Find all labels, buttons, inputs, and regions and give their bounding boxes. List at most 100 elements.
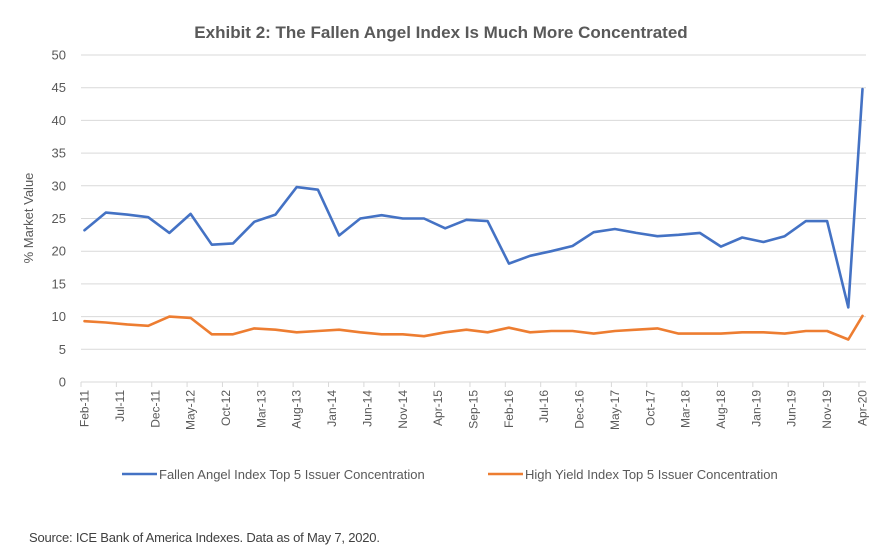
data-point	[380, 213, 384, 217]
data-point	[358, 330, 362, 334]
x-tick-label: Apr-15	[431, 390, 445, 426]
x-tick-label: Feb-16	[502, 390, 516, 428]
data-point	[549, 329, 553, 333]
series-lines	[83, 87, 864, 341]
y-tick-label: 20	[52, 244, 66, 259]
data-point	[528, 254, 532, 258]
data-point	[401, 332, 405, 336]
data-point	[486, 219, 490, 223]
x-tick-label: Jan-19	[749, 390, 763, 427]
y-tick-label: 45	[52, 80, 66, 95]
data-point	[337, 328, 341, 332]
x-tick-label: Nov-19	[820, 390, 834, 429]
data-point	[210, 332, 214, 336]
data-point	[146, 324, 150, 328]
x-tick-label: Dec-11	[148, 390, 162, 428]
data-point	[380, 332, 384, 336]
series-line	[83, 314, 864, 341]
data-point	[231, 332, 235, 336]
y-tick-label: 40	[52, 113, 66, 128]
data-point	[422, 217, 426, 221]
y-tick-label: 15	[52, 276, 66, 291]
data-point	[571, 329, 575, 333]
y-tick-label: 10	[52, 309, 66, 324]
legend-item: Fallen Angel Index Top 5 Issuer Concentr…	[122, 467, 425, 482]
data-point	[860, 314, 864, 318]
x-tick-label: Nov-14	[396, 390, 410, 429]
y-tick-label: 25	[52, 211, 66, 226]
series-line	[83, 87, 864, 309]
x-tick-label: Sep-15	[467, 390, 481, 429]
data-point	[146, 215, 150, 219]
data-point	[740, 235, 744, 239]
data-point	[825, 329, 829, 333]
data-point	[252, 326, 256, 330]
data-point	[189, 316, 193, 320]
data-point	[167, 231, 171, 235]
data-point	[783, 332, 787, 336]
data-point	[783, 234, 787, 238]
data-point	[464, 328, 468, 332]
x-tick-label: Feb-11	[78, 390, 92, 427]
data-point	[358, 217, 362, 221]
data-point	[592, 230, 596, 234]
data-point	[295, 330, 299, 334]
legend: Fallen Angel Index Top 5 Issuer Concentr…	[122, 467, 778, 482]
data-point	[337, 234, 341, 238]
data-point	[83, 228, 87, 232]
x-tick-label: Mar-18	[679, 390, 693, 428]
y-tick-label: 35	[52, 146, 66, 161]
data-point	[549, 249, 553, 253]
data-point	[719, 245, 723, 249]
series-fallen-angel	[83, 87, 864, 309]
data-point	[83, 319, 87, 323]
data-point	[507, 326, 511, 330]
data-point	[189, 212, 193, 216]
data-point	[316, 188, 320, 192]
x-axis-ticks: Feb-11 Jul-11 Dec-11 May-12 Oct-12 Mar-13 Aug-…	[78, 382, 869, 430]
y-tick-label: 5	[59, 342, 66, 357]
data-point	[698, 231, 702, 235]
x-tick-label: Dec-16	[573, 390, 587, 429]
data-point	[104, 211, 108, 215]
y-axis-label: % Market Value	[21, 173, 36, 264]
data-point	[422, 334, 426, 338]
x-tick-label: Apr-20	[855, 390, 869, 426]
data-point	[677, 332, 681, 336]
data-point	[698, 332, 702, 336]
x-tick-label: May-17	[608, 390, 622, 430]
data-point	[761, 240, 765, 244]
x-tick-label: Jan-14	[325, 390, 339, 427]
legend-label: Fallen Angel Index Top 5 Issuer Concentr…	[159, 467, 425, 482]
data-point	[613, 227, 617, 231]
x-tick-label: Jun-14	[360, 390, 374, 427]
data-point	[125, 213, 129, 217]
x-tick-label: Oct-12	[219, 390, 233, 426]
data-point	[443, 330, 447, 334]
data-point	[761, 330, 765, 334]
y-tick-label: 50	[52, 48, 66, 63]
x-tick-label: Jul-11	[113, 390, 127, 422]
data-point	[104, 320, 108, 324]
data-point	[443, 226, 447, 230]
data-point	[719, 332, 723, 336]
data-point	[528, 330, 532, 334]
data-point	[634, 328, 638, 332]
data-point	[401, 217, 405, 221]
data-point	[486, 330, 490, 334]
chart-title: Exhibit 2: The Fallen Angel Index Is Muc…	[194, 23, 687, 42]
data-point	[273, 328, 277, 332]
data-point	[740, 330, 744, 334]
data-point	[125, 322, 129, 326]
x-tick-label: Jun-19	[785, 390, 799, 427]
data-point	[634, 231, 638, 235]
data-point	[167, 315, 171, 319]
data-point	[677, 233, 681, 237]
data-point	[571, 244, 575, 248]
data-point	[231, 241, 235, 245]
y-tick-label: 30	[52, 178, 66, 193]
x-tick-label: Jul-16	[537, 390, 551, 423]
gridlines	[81, 54, 866, 350]
data-point	[464, 218, 468, 222]
